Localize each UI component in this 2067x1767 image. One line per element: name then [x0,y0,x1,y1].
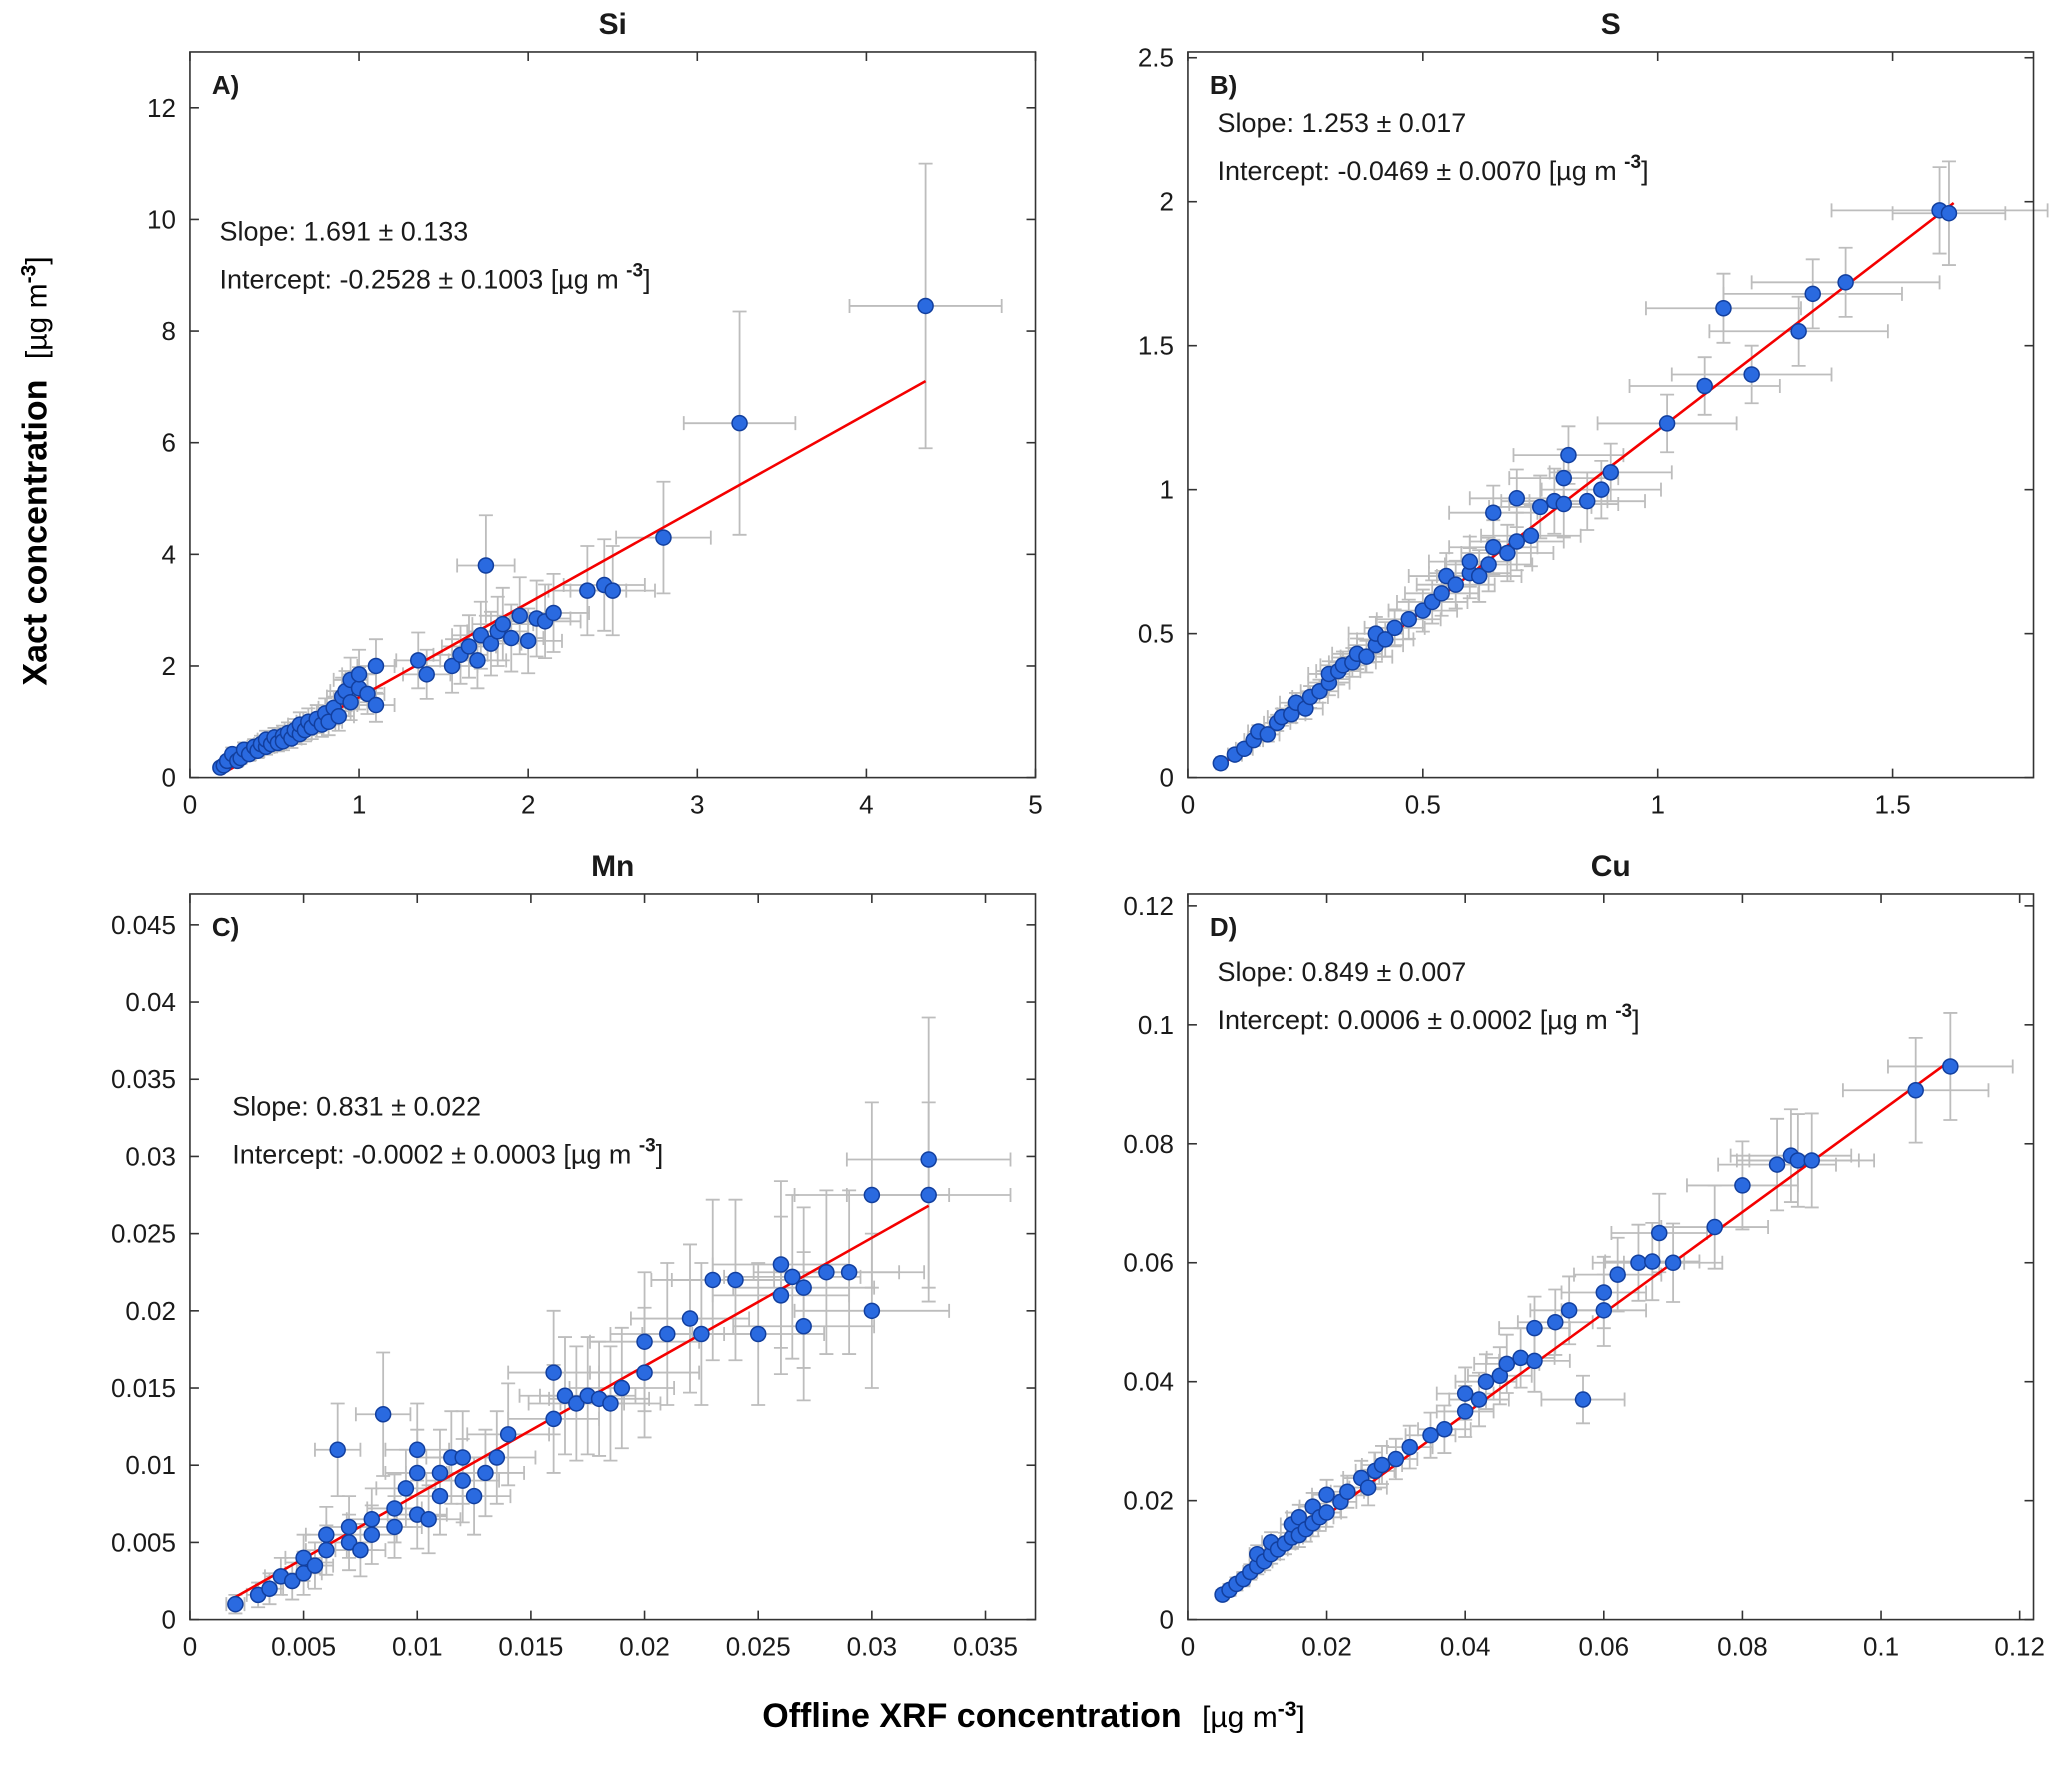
svg-text:0.04: 0.04 [1439,1631,1490,1661]
x-unit-post: ] [1296,1701,1304,1734]
svg-text:0.015: 0.015 [498,1631,563,1661]
svg-text:4: 4 [859,790,873,820]
y-axis-label-area: Xact concentration [µg m-3] [0,0,72,1683]
svg-text:1: 1 [1159,475,1173,505]
svg-text:0.035: 0.035 [953,1631,1018,1661]
y-axis-label-text: Xact concentration [17,380,55,686]
svg-text:A): A) [212,70,239,100]
svg-text:5: 5 [1028,790,1042,820]
svg-text:0.04: 0.04 [1123,1366,1174,1396]
svg-text:C): C) [212,912,239,942]
svg-text:0.06: 0.06 [1578,1631,1629,1661]
svg-text:0.02: 0.02 [619,1631,670,1661]
svg-text:0.08: 0.08 [1717,1631,1768,1661]
x-axis-label-text: Offline XRF concentration [762,1697,1181,1735]
svg-text:0.01: 0.01 [392,1631,443,1661]
svg-text:0: 0 [1180,790,1194,820]
y-axis-unit: [µg m-3] [21,257,54,360]
x-unit-exponent: -3 [1278,1698,1297,1721]
svg-text:1.5: 1.5 [1137,331,1173,361]
svg-text:Intercept: 0.0006 ± 0.0002 [µ: Intercept: 0.0006 ± 0.0002 [µg m -3] [1217,1001,1639,1035]
svg-text:1: 1 [1650,790,1664,820]
svg-text:2: 2 [521,790,535,820]
svg-text:Intercept: -0.2528 ± 0.1003 [: Intercept: -0.2528 ± 0.1003 [µg m -3] [220,261,651,295]
svg-text:Cu: Cu [1590,850,1630,883]
svg-text:0.02: 0.02 [125,1295,176,1325]
svg-text:0.5: 0.5 [1137,619,1173,649]
svg-text:0.03: 0.03 [125,1141,176,1171]
y-axis-label: Xact concentration [µg m-3] [17,257,56,686]
svg-text:0.03: 0.03 [847,1631,898,1661]
svg-text:Slope: 0.849 ± 0.007: Slope: 0.849 ± 0.007 [1217,957,1466,987]
svg-text:0: 0 [1159,1604,1173,1634]
svg-text:0.04: 0.04 [125,987,176,1017]
x-axis-label: Offline XRF concentration [µg m-3] [0,1683,2067,1767]
y-unit-post: ] [21,257,54,265]
panel-cu-scatter: 0 0.02 0.04 0.06 0.08 0.1 0.12 0 0.02 0.04 0.06 0.0… [1070,842,2067,1684]
svg-text:0.025: 0.025 [111,1218,176,1248]
svg-text:0.025: 0.025 [726,1631,791,1661]
y-unit-exponent: -3 [18,265,41,284]
svg-text:6: 6 [161,428,175,458]
svg-text:0: 0 [183,790,197,820]
svg-text:0.045: 0.045 [111,909,176,939]
svg-text:0.1: 0.1 [1137,1009,1173,1039]
svg-text:2: 2 [1159,187,1173,217]
svg-text:Slope: 1.253 ± 0.017: Slope: 1.253 ± 0.017 [1217,108,1466,138]
svg-text:S: S [1600,8,1620,41]
svg-text:0.01: 0.01 [125,1450,176,1480]
svg-text:0.12: 0.12 [1123,890,1174,920]
svg-text:0.1: 0.1 [1862,1631,1898,1661]
svg-text:Si: Si [599,8,627,41]
panel-s-scatter: 0 0.5 1 1.5 0 0.5 1 1.5 2 2.5 S B) Slope: 1.253 ± 0.… [1070,0,2067,842]
svg-text:0.06: 0.06 [1123,1247,1174,1277]
svg-text:12: 12 [147,93,176,123]
svg-text:0: 0 [161,763,175,793]
svg-text:B): B) [1209,70,1236,100]
svg-text:0.08: 0.08 [1123,1128,1174,1158]
svg-text:Slope: 0.831 ± 0.022: Slope: 0.831 ± 0.022 [232,1091,481,1121]
svg-text:0.02: 0.02 [1123,1485,1174,1515]
svg-text:Intercept: -0.0002 ± 0.0003 [: Intercept: -0.0002 ± 0.0003 [µg m -3] [232,1135,663,1169]
svg-text:0: 0 [1180,1631,1194,1661]
x-unit-pre: [µg m [1202,1701,1278,1734]
svg-text:0.02: 0.02 [1301,1631,1352,1661]
svg-text:10: 10 [147,204,176,234]
svg-text:D): D) [1209,912,1236,942]
svg-text:0: 0 [1159,763,1173,793]
svg-text:0.005: 0.005 [271,1631,336,1661]
svg-text:8: 8 [161,316,175,346]
panel-mn-scatter: 0 0.005 0.01 0.015 0.02 0.025 0.03 0.035 0 0.005 0… [72,842,1070,1684]
svg-text:3: 3 [690,790,704,820]
y-unit-pre: [µg m [21,284,54,360]
svg-text:0.5: 0.5 [1404,790,1440,820]
svg-text:2: 2 [161,651,175,681]
svg-text:2.5: 2.5 [1137,43,1173,73]
svg-text:1.5: 1.5 [1874,790,1910,820]
svg-text:0: 0 [183,1631,197,1661]
svg-text:Slope: 1.691 ± 0.133: Slope: 1.691 ± 0.133 [220,217,469,247]
svg-text:0.12: 0.12 [1994,1631,2045,1661]
svg-text:0: 0 [161,1604,175,1634]
svg-text:0.015: 0.015 [111,1373,176,1403]
svg-text:Intercept: -0.0469 ± 0.0070 [: Intercept: -0.0469 ± 0.0070 [µg m -3] [1217,152,1648,186]
svg-text:Mn: Mn [591,850,634,883]
svg-text:0.035: 0.035 [111,1064,176,1094]
svg-text:4: 4 [161,539,175,569]
svg-text:1: 1 [352,790,366,820]
svg-text:0.005: 0.005 [111,1527,176,1557]
x-axis-unit: [µg m-3] [1202,1701,1305,1734]
